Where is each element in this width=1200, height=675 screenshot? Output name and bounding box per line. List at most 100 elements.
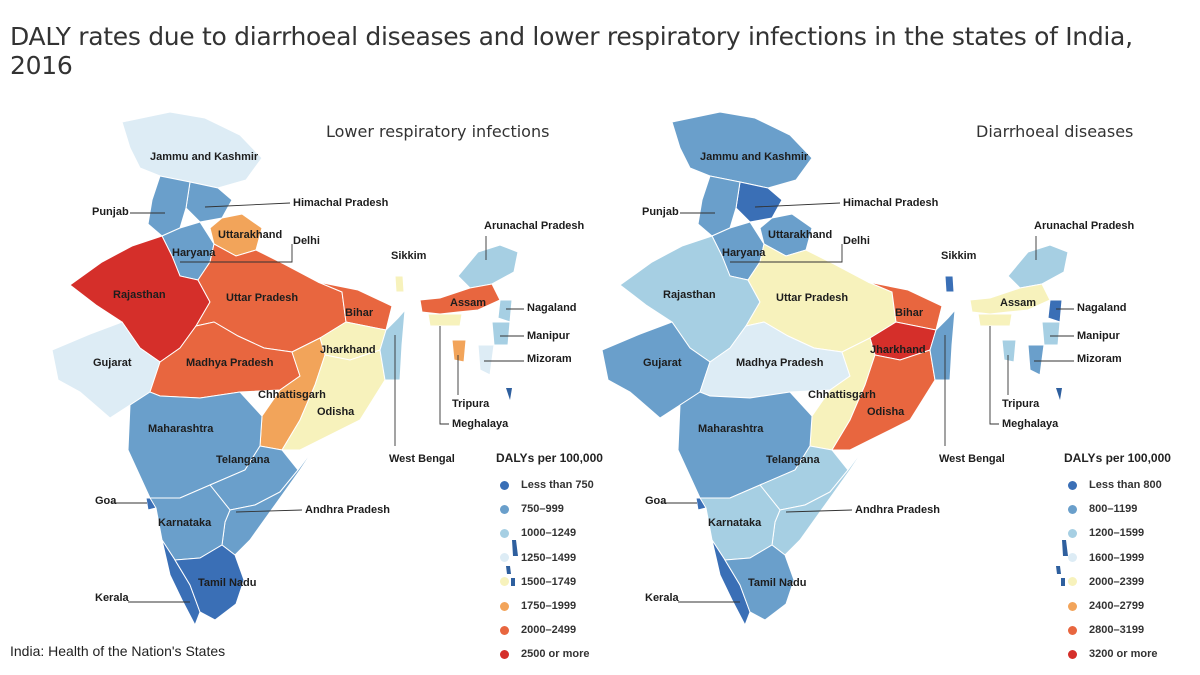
source-caption: India: Health of the Nation's States <box>10 643 226 659</box>
state-label-mizoram: Mizoram <box>1077 353 1122 365</box>
state-label-kerala: Kerala <box>95 592 130 604</box>
legend-label: 1750–1999 <box>521 600 577 613</box>
state-label-tamil-nadu: Tamil Nadu <box>748 577 806 589</box>
state-label-tripura: Tripura <box>452 398 490 410</box>
legend-swatch <box>500 480 509 490</box>
state-label-mizoram: Mizoram <box>527 353 572 365</box>
legend-item: 800–1199 <box>1064 497 1171 521</box>
legend-item: 2400–2799 <box>1064 594 1171 618</box>
legend-swatch <box>500 553 509 563</box>
legend-swatch <box>500 649 509 659</box>
state-jammu-kashmir <box>671 111 813 189</box>
state-assam <box>419 283 501 315</box>
state-tripura <box>451 339 467 363</box>
state-tamil-nadu <box>724 544 795 621</box>
state-label-manipur: Manipur <box>527 330 570 342</box>
legend-item: 1000–1249 <box>496 521 603 545</box>
state-tamil-nadu <box>174 544 245 621</box>
legend-swatch <box>1068 577 1077 587</box>
state-label-bihar: Bihar <box>345 307 374 319</box>
state-label-andhra-pradesh: Andhra Pradesh <box>305 504 390 516</box>
island-shape <box>1062 540 1068 556</box>
leader-line <box>754 202 841 208</box>
state-sikkim <box>944 275 955 293</box>
leader-line <box>989 326 999 425</box>
state-label-uttarakhand: Uttarakhand <box>768 229 832 241</box>
legend-label: Less than 750 <box>521 479 594 492</box>
state-label-uttar-pradesh: Uttar Pradesh <box>226 292 298 304</box>
state-assam <box>969 283 1051 315</box>
state-label-meghalaya: Meghalaya <box>452 418 509 430</box>
legend-item: Less than 750 <box>496 473 603 497</box>
legend-label: Less than 800 <box>1089 479 1162 492</box>
state-label-madhya-pradesh: Madhya Pradesh <box>186 357 274 369</box>
state-label-gujarat: Gujarat <box>93 357 132 369</box>
legend-swatch <box>1068 625 1077 635</box>
state-label-chhattisgarh: Chhattisgarh <box>808 389 876 401</box>
legend-swatch <box>500 504 509 514</box>
state-odisha <box>831 349 936 451</box>
state-mizoram <box>1027 344 1045 376</box>
state-meghalaya <box>977 313 1013 327</box>
leader-line <box>180 244 293 263</box>
state-label-west-bengal: West Bengal <box>389 453 455 465</box>
island-shape <box>506 388 512 400</box>
legend-label: 800–1199 <box>1089 503 1138 516</box>
state-meghalaya <box>427 313 463 327</box>
state-label-tripura: Tripura <box>1002 398 1040 410</box>
legend-label: 2400–2799 <box>1089 600 1145 613</box>
leader-line <box>204 202 291 208</box>
state-label-nagaland: Nagaland <box>1077 302 1127 314</box>
state-label-himachal: Himachal Pradesh <box>843 197 939 209</box>
island-shape <box>1056 566 1061 574</box>
legend-item: 1600–1999 <box>1064 546 1171 570</box>
state-label-punjab: Punjab <box>642 206 679 218</box>
legend-swatch <box>500 577 509 587</box>
legend-diarrhoeal: DALYs per 100,000 Less than 800 800–1199 1… <box>1064 451 1171 667</box>
state-label-telangana: Telangana <box>766 454 820 466</box>
state-sikkim <box>394 275 405 293</box>
state-arunachal <box>1007 244 1069 289</box>
state-label-madhya-pradesh: Madhya Pradesh <box>736 357 824 369</box>
state-nagaland <box>1047 299 1063 323</box>
leader-line <box>439 326 449 425</box>
legend-item: 1200–1599 <box>1064 521 1171 545</box>
legend-label: 1250–1499 <box>521 551 577 564</box>
state-label-assam: Assam <box>450 297 486 309</box>
state-jammu-kashmir <box>121 111 263 189</box>
legend-item: Less than 800 <box>1064 473 1171 497</box>
legend-item: 3200 or more <box>1064 642 1171 666</box>
state-label-karnataka: Karnataka <box>158 517 212 529</box>
state-label-west-bengal: West Bengal <box>939 453 1005 465</box>
state-label-haryana: Haryana <box>172 247 216 259</box>
state-label-jammu-kashmir: Jammu and Kashmir <box>150 151 259 163</box>
leader-line <box>730 244 843 263</box>
state-label-odisha: Odisha <box>317 406 355 418</box>
state-label-haryana: Haryana <box>722 247 766 259</box>
state-label-delhi: Delhi <box>293 235 320 247</box>
legend-label: 1600–1999 <box>1089 551 1145 564</box>
legend-item: 2800–3199 <box>1064 618 1171 642</box>
legend-title: DALYs per 100,000 <box>1064 451 1171 465</box>
legend-label: 1200–1599 <box>1089 527 1145 540</box>
leader-line <box>235 509 303 513</box>
legend-title: DALYs per 100,000 <box>496 451 603 465</box>
island-shape <box>1056 388 1062 400</box>
state-manipur <box>1041 321 1061 346</box>
state-label-goa: Goa <box>95 495 117 507</box>
state-label-andhra-pradesh: Andhra Pradesh <box>855 504 940 516</box>
state-label-rajasthan: Rajasthan <box>663 289 716 301</box>
map-lower-respiratory: Jammu and Kashmir Himachal Pradesh Punjab U… <box>51 111 585 627</box>
state-label-kerala: Kerala <box>645 592 680 604</box>
island-shape <box>1061 578 1065 586</box>
map-title-diarrhoeal: Diarrhoeal diseases <box>976 122 1134 141</box>
state-label-punjab: Punjab <box>92 206 129 218</box>
legend-swatch <box>500 528 509 538</box>
state-label-sikkim: Sikkim <box>391 250 427 262</box>
legend-swatch <box>1068 601 1077 611</box>
state-label-jharkhand: Jharkhand <box>320 344 376 356</box>
island-shape <box>506 566 511 574</box>
state-label-uttar-pradesh: Uttar Pradesh <box>776 292 848 304</box>
legend-item: 2000–2499 <box>496 618 603 642</box>
